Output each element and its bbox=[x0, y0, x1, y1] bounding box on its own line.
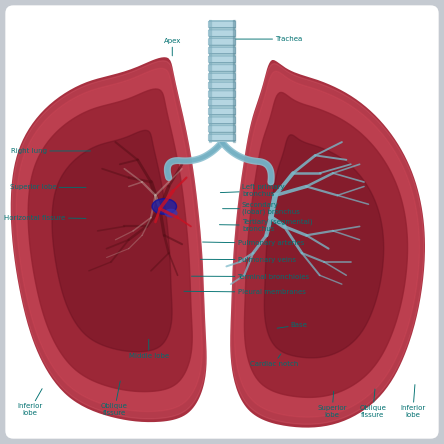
Text: Trachea: Trachea bbox=[236, 36, 302, 42]
FancyBboxPatch shape bbox=[208, 21, 236, 28]
Polygon shape bbox=[245, 92, 408, 397]
FancyBboxPatch shape bbox=[208, 30, 236, 36]
FancyBboxPatch shape bbox=[208, 65, 236, 71]
Text: Left primary
bronchus: Left primary bronchus bbox=[220, 184, 285, 198]
Polygon shape bbox=[52, 131, 172, 352]
Text: Apex: Apex bbox=[163, 38, 181, 56]
FancyBboxPatch shape bbox=[208, 91, 236, 97]
Text: Terminal bronchioles: Terminal bronchioles bbox=[191, 274, 309, 280]
Polygon shape bbox=[8, 55, 209, 424]
Polygon shape bbox=[12, 61, 206, 419]
Text: Superior
lobe: Superior lobe bbox=[317, 391, 347, 418]
Text: Pulmonary arteries: Pulmonary arteries bbox=[202, 240, 304, 246]
FancyBboxPatch shape bbox=[208, 74, 236, 80]
Polygon shape bbox=[264, 135, 384, 358]
Text: Tertiary (segmental)
bronchus: Tertiary (segmental) bronchus bbox=[219, 219, 313, 232]
Ellipse shape bbox=[152, 199, 177, 214]
Text: Right lung: Right lung bbox=[11, 148, 91, 154]
Text: Inferior
lobe: Inferior lobe bbox=[18, 388, 43, 416]
Text: Middle lobe: Middle lobe bbox=[129, 339, 169, 359]
Polygon shape bbox=[233, 20, 235, 142]
Text: Cardiac notch: Cardiac notch bbox=[250, 354, 298, 367]
Text: Oblique
fissure: Oblique fissure bbox=[101, 381, 128, 416]
FancyBboxPatch shape bbox=[208, 48, 236, 54]
FancyBboxPatch shape bbox=[208, 108, 236, 115]
Text: Pleural membranes: Pleural membranes bbox=[184, 289, 305, 295]
FancyBboxPatch shape bbox=[208, 135, 236, 141]
FancyBboxPatch shape bbox=[208, 126, 236, 132]
FancyBboxPatch shape bbox=[208, 56, 236, 62]
Text: Oblique
fissure: Oblique fissure bbox=[360, 389, 386, 418]
Text: Superior lobe: Superior lobe bbox=[10, 184, 86, 190]
Polygon shape bbox=[16, 68, 202, 412]
Polygon shape bbox=[28, 89, 192, 392]
FancyBboxPatch shape bbox=[208, 100, 236, 106]
FancyBboxPatch shape bbox=[208, 82, 236, 88]
Polygon shape bbox=[228, 58, 427, 430]
FancyBboxPatch shape bbox=[5, 5, 439, 439]
Polygon shape bbox=[209, 20, 211, 142]
Text: Base: Base bbox=[277, 322, 308, 328]
Polygon shape bbox=[231, 63, 424, 424]
Ellipse shape bbox=[164, 209, 178, 218]
Text: Secondary
(lobar) bronchus: Secondary (lobar) bronchus bbox=[222, 202, 300, 215]
FancyBboxPatch shape bbox=[208, 39, 236, 45]
Text: Inferior
lobe: Inferior lobe bbox=[400, 385, 425, 418]
FancyBboxPatch shape bbox=[208, 117, 236, 123]
Text: Horizontal fissure: Horizontal fissure bbox=[4, 214, 86, 221]
Polygon shape bbox=[209, 20, 235, 142]
Polygon shape bbox=[234, 71, 420, 417]
Text: Pulmonary veins: Pulmonary veins bbox=[200, 257, 296, 263]
